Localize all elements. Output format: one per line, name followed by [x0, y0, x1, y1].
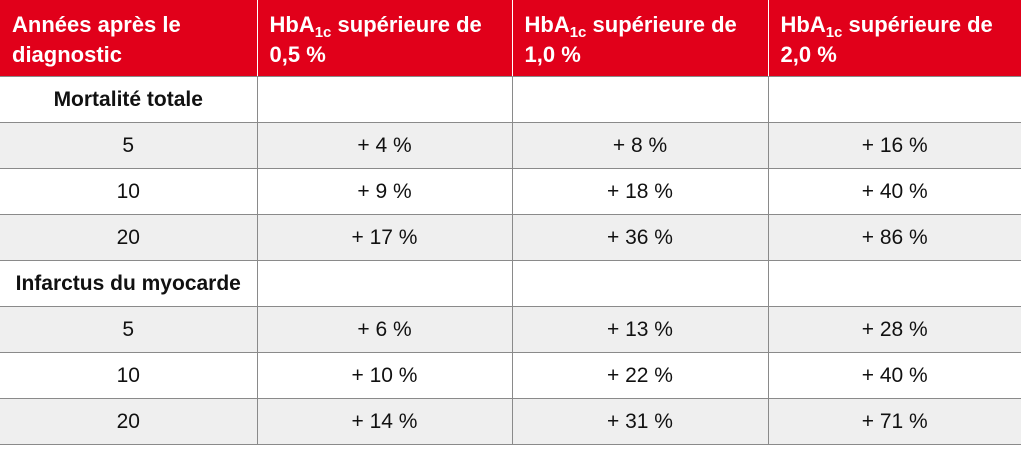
- header-prefix: HbA: [524, 12, 570, 37]
- section-row: Mortalité totale: [0, 76, 1021, 123]
- table-row: 5 + 4 % + 8 % + 16 %: [0, 122, 1021, 169]
- header-hba1c-2-0: HbA1c supérieure de 2,0 %: [768, 0, 1021, 77]
- years-cell: 10: [0, 352, 258, 399]
- years-cell: 20: [0, 214, 258, 261]
- header-sub: 1c: [825, 24, 843, 41]
- value-cell: + 13 %: [511, 306, 769, 353]
- header-years: Années après le diagnostic: [0, 0, 258, 77]
- empty-cell: [511, 260, 769, 307]
- section-title-infarction: Infarctus du myocarde: [0, 260, 258, 307]
- value-cell: + 6 %: [256, 306, 513, 353]
- value-cell: + 4 %: [256, 122, 513, 169]
- value-cell: + 9 %: [256, 168, 513, 215]
- table-body: Mortalité totale 5 + 4 % + 8 % + 16 % 10…: [0, 76, 1021, 445]
- value-cell: + 31 %: [511, 398, 769, 445]
- table-row: 10 + 10 % + 22 % + 40 %: [0, 352, 1021, 399]
- value-cell: + 22 %: [511, 352, 769, 399]
- hba1c-risk-table: Années après le diagnostic HbA1c supérie…: [0, 0, 1021, 445]
- header-row: Années après le diagnostic HbA1c supérie…: [0, 0, 1021, 77]
- empty-cell: [511, 76, 769, 123]
- value-cell: + 40 %: [767, 352, 1021, 399]
- value-cell: + 71 %: [767, 398, 1021, 445]
- header-suffix: supérieure de 2,0 %: [780, 12, 993, 67]
- section-row: Infarctus du myocarde: [0, 260, 1021, 307]
- value-cell: + 36 %: [511, 214, 769, 261]
- years-cell: 5: [0, 306, 258, 353]
- table-row: 5 + 6 % + 13 % + 28 %: [0, 306, 1021, 353]
- header-suffix: supérieure de 0,5 %: [269, 12, 482, 67]
- years-cell: 5: [0, 122, 258, 169]
- empty-cell: [256, 76, 513, 123]
- header-hba1c-1-0: HbA1c supérieure de 1,0 %: [512, 0, 769, 77]
- empty-cell: [767, 260, 1021, 307]
- empty-cell: [256, 260, 513, 307]
- header-hba1c-0-5: HbA1c supérieure de 0,5 %: [257, 0, 513, 77]
- years-cell: 10: [0, 168, 258, 215]
- table-row: 20 + 14 % + 31 % + 71 %: [0, 398, 1021, 445]
- table-header: Années après le diagnostic HbA1c supérie…: [0, 0, 1021, 77]
- header-prefix: HbA: [269, 12, 315, 37]
- value-cell: + 40 %: [767, 168, 1021, 215]
- value-cell: + 86 %: [767, 214, 1021, 261]
- years-cell: 20: [0, 398, 258, 445]
- value-cell: + 28 %: [767, 306, 1021, 353]
- empty-cell: [767, 76, 1021, 123]
- header-prefix: HbA: [780, 12, 826, 37]
- table-row: 10 + 9 % + 18 % + 40 %: [0, 168, 1021, 215]
- value-cell: + 17 %: [256, 214, 513, 261]
- value-cell: + 10 %: [256, 352, 513, 399]
- value-cell: + 18 %: [511, 168, 769, 215]
- table-row: 20 + 17 % + 36 % + 86 %: [0, 214, 1021, 261]
- value-cell: + 8 %: [511, 122, 769, 169]
- header-sub: 1c: [569, 24, 587, 41]
- value-cell: + 16 %: [767, 122, 1021, 169]
- header-sub: 1c: [314, 24, 332, 41]
- value-cell: + 14 %: [256, 398, 513, 445]
- section-title-mortality: Mortalité totale: [0, 76, 258, 123]
- header-suffix: supérieure de 1,0 %: [524, 12, 737, 67]
